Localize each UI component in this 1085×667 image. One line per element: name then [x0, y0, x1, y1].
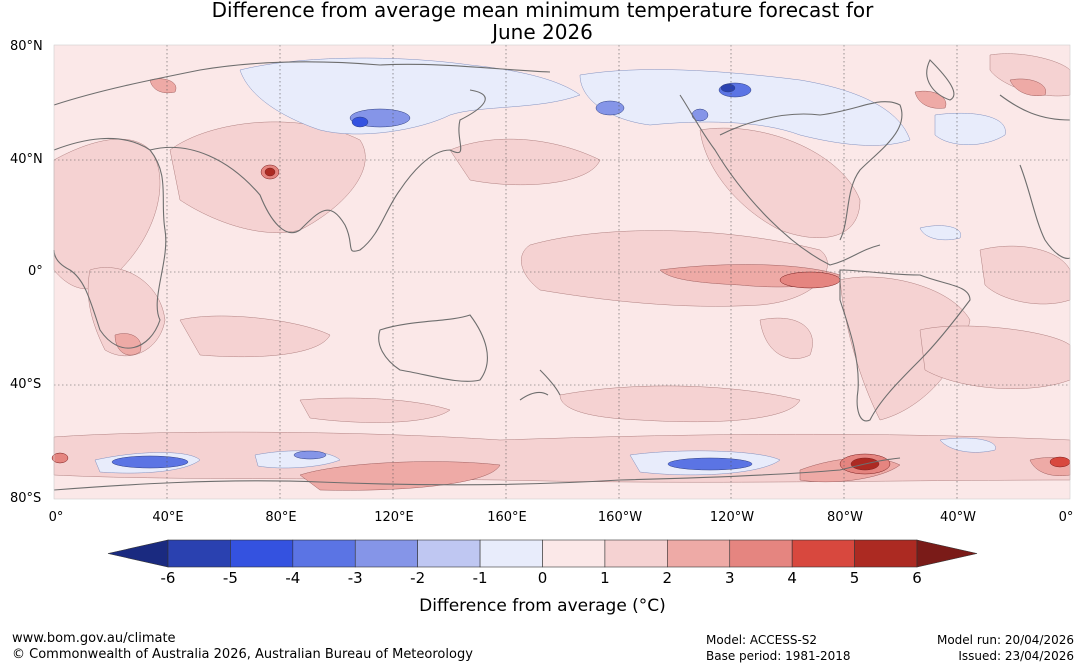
colorbar-extend-low	[107, 539, 169, 568]
lon-label-120e: 120°E	[374, 510, 414, 525]
lon-label-160e: 160°E	[487, 510, 527, 525]
warm-hot-spots	[51, 164, 1071, 475]
lon-label-80w: 80°W	[827, 510, 863, 525]
colorbar-tick-label: -2	[410, 569, 426, 587]
colorbar-bin	[854, 539, 918, 568]
chart-title-line1: Difference from average mean minimum tem…	[211, 0, 874, 22]
lat-label-80s: 80°S	[10, 491, 42, 506]
map-frame	[53, 44, 1071, 500]
colorbar-bin	[354, 539, 418, 568]
colorbar-bin	[230, 539, 294, 568]
footer-model: Model: ACCESS-S2	[706, 633, 818, 647]
colorbar-bin	[667, 539, 731, 568]
lon-label-0-left: 0°	[48, 510, 64, 525]
colorbar-tick-label: 0	[537, 569, 548, 587]
lat-label-40s: 40°S	[10, 377, 42, 392]
colorbar-bin	[417, 539, 481, 568]
cold-cores	[111, 82, 753, 471]
colorbar-bin	[479, 539, 543, 568]
footer-copyright: © Commonwealth of Australia 2026, Austra…	[12, 647, 473, 662]
lon-label-40w: 40°W	[940, 510, 976, 525]
coastlines	[53, 59, 1071, 491]
colorbar-bin	[791, 539, 855, 568]
lon-label-0-right: 0°	[1058, 510, 1074, 525]
colorbar-bin	[729, 539, 793, 568]
footer-url: www.bom.gov.au/climate	[12, 631, 176, 646]
footer-base-period: Base period: 1981-2018	[706, 649, 851, 663]
colorbar-tick-label: 3	[724, 569, 735, 587]
lon-label-80e: 80°E	[265, 510, 297, 525]
colorbar-tick-label: -4	[285, 569, 301, 587]
lon-label-40e: 40°E	[152, 510, 184, 525]
footer-issued: Issued: 23/04/2026	[958, 649, 1074, 663]
graticule	[54, 45, 1070, 499]
colorbar-bin	[167, 539, 231, 568]
chart-title-line2: June 2026	[492, 20, 593, 44]
colorbar-tick-label: -1	[472, 569, 488, 587]
colorbar-tick-label: -5	[222, 569, 238, 587]
colorbar-tick-label: 6	[912, 569, 922, 587]
colorbar-tick-label: 4	[787, 569, 797, 587]
colorbar-bin	[292, 539, 356, 568]
colorbar-tick-label: 1	[600, 569, 610, 587]
colorbar-tick-label: -3	[347, 569, 363, 587]
lat-label-80n: 80°N	[10, 39, 43, 54]
colorbar-tick-label: 2	[662, 569, 673, 587]
colorbar-tick-label: -6	[160, 569, 176, 587]
lon-label-120w: 120°W	[709, 510, 755, 525]
colorbar	[107, 539, 978, 568]
lat-label-equator: 0°	[28, 264, 43, 279]
colorbar-tick-label: 5	[849, 569, 860, 587]
colorbar-bin	[604, 539, 668, 568]
colorbar-bin	[542, 539, 606, 568]
lon-label-160w: 160°W	[597, 510, 643, 525]
lat-label-40n: 40°N	[10, 152, 43, 167]
colorbar-label: Difference from average (°C)	[419, 596, 666, 616]
colorbar-extend-high	[916, 539, 978, 568]
footer-model-run: Model run: 20/04/2026	[936, 633, 1074, 647]
